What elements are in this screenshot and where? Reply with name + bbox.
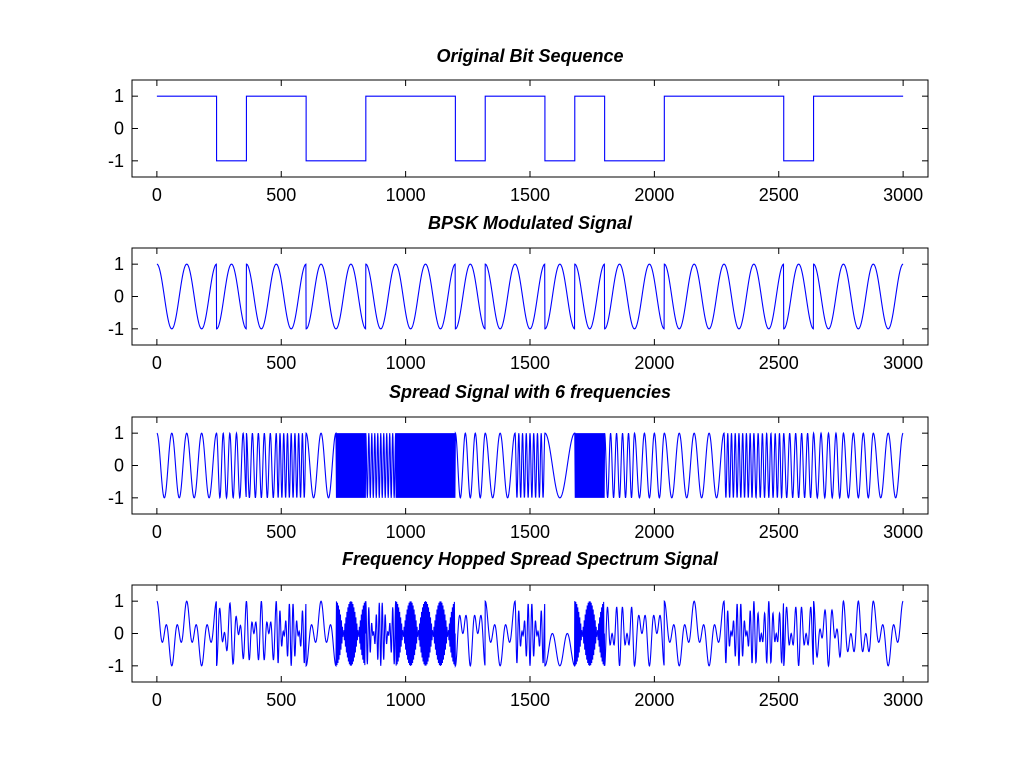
x-tick-label: 500	[266, 185, 296, 205]
subplot-1: Original Bit Sequence 0 500 1000 1500 2000 250…	[108, 46, 929, 205]
y-tick-label: 1	[114, 254, 124, 274]
y-tick-label: 1	[114, 591, 124, 611]
subplot-2: BPSK Modulated Signal 0 500 1000 1500 2000 250…	[108, 213, 929, 373]
subplot-title: Original Bit Sequence	[436, 46, 623, 66]
x-tick-label: 3000	[883, 185, 923, 205]
x-tick-label: 500	[266, 690, 296, 710]
x-tick-label: 1000	[386, 353, 426, 373]
subplot-title: Frequency Hopped Spread Spectrum Signal	[342, 549, 719, 569]
x-tick-label: 2000	[634, 185, 674, 205]
y-tick-label: -1	[108, 319, 124, 339]
x-tick-label: 3000	[883, 690, 923, 710]
axes-box	[131, 79, 929, 178]
x-tick-label: 1500	[510, 522, 550, 542]
y-tick-label: 1	[114, 423, 124, 443]
x-tick-label: 2500	[759, 522, 799, 542]
subplot-title: BPSK Modulated Signal	[428, 213, 633, 233]
y-tick-label: 0	[114, 287, 124, 307]
x-tick-label: 2000	[634, 353, 674, 373]
y-tick-label: 0	[114, 624, 124, 644]
x-tick-label: 0	[152, 690, 162, 710]
y-tick-label: -1	[108, 151, 124, 171]
x-tick-label: 0	[152, 353, 162, 373]
x-tick-label: 2500	[759, 690, 799, 710]
subplot-title: Spread Signal with 6 frequencies	[389, 382, 671, 402]
x-tick-label: 2500	[759, 185, 799, 205]
signal-line	[156, 431, 904, 500]
x-tick-label: 500	[266, 353, 296, 373]
y-tick-label: -1	[108, 656, 124, 676]
axes-box	[131, 247, 929, 346]
y-tick-label: 1	[114, 86, 124, 106]
y-tick-label: -1	[108, 488, 124, 508]
signal-line	[156, 263, 904, 330]
x-tick-label: 2000	[634, 522, 674, 542]
x-tick-label: 1500	[510, 185, 550, 205]
subplot-4: Frequency Hopped Spread Spectrum Signal 0…	[108, 549, 929, 710]
x-tick-label: 3000	[883, 522, 923, 542]
x-tick-label: 1000	[386, 522, 426, 542]
y-tick-label: 0	[114, 456, 124, 476]
signal-line	[156, 599, 904, 668]
x-tick-label: 3000	[883, 353, 923, 373]
x-tick-label: 2500	[759, 353, 799, 373]
x-tick-label: 1000	[386, 690, 426, 710]
x-tick-label: 0	[152, 522, 162, 542]
y-tick-label: 0	[114, 119, 124, 139]
x-tick-label: 1500	[510, 353, 550, 373]
x-tick-label: 1500	[510, 690, 550, 710]
x-tick-label: 1000	[386, 185, 426, 205]
signal-line	[156, 95, 904, 162]
x-tick-label: 0	[152, 185, 162, 205]
x-tick-label: 2000	[634, 690, 674, 710]
x-tick-label: 500	[266, 522, 296, 542]
subplot-3: Spread Signal with 6 frequencies 0 500 1000…	[108, 382, 929, 542]
